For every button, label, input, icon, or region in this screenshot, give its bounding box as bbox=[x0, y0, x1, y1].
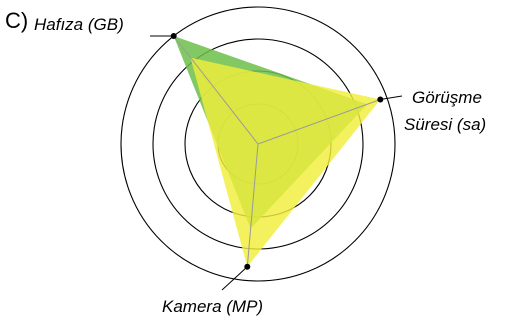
label-leader-lines bbox=[150, 35, 403, 291]
radar-series bbox=[173, 36, 381, 267]
leader-line-kamera bbox=[221, 266, 248, 291]
radar-spokes bbox=[173, 35, 381, 267]
radar-spoke-3 bbox=[246, 143, 259, 267]
axis-label-hafiza: Hafıza (GB) bbox=[34, 15, 124, 34]
radar-series-2-area bbox=[190, 57, 381, 267]
axis-label-gorusme-line1: Görüşme bbox=[412, 88, 482, 107]
radar-spoke-2 bbox=[257, 99, 381, 145]
axis-label-kamera: Kamera (MP) bbox=[162, 297, 263, 316]
axis-label-gorusme-line2: Süresi (sa) bbox=[404, 115, 486, 134]
leader-line-gorusme bbox=[380, 95, 403, 100]
panel-label: C) bbox=[5, 8, 28, 33]
radar-ring-4 bbox=[120, 6, 396, 282]
radar-spoke-1 bbox=[173, 35, 259, 145]
